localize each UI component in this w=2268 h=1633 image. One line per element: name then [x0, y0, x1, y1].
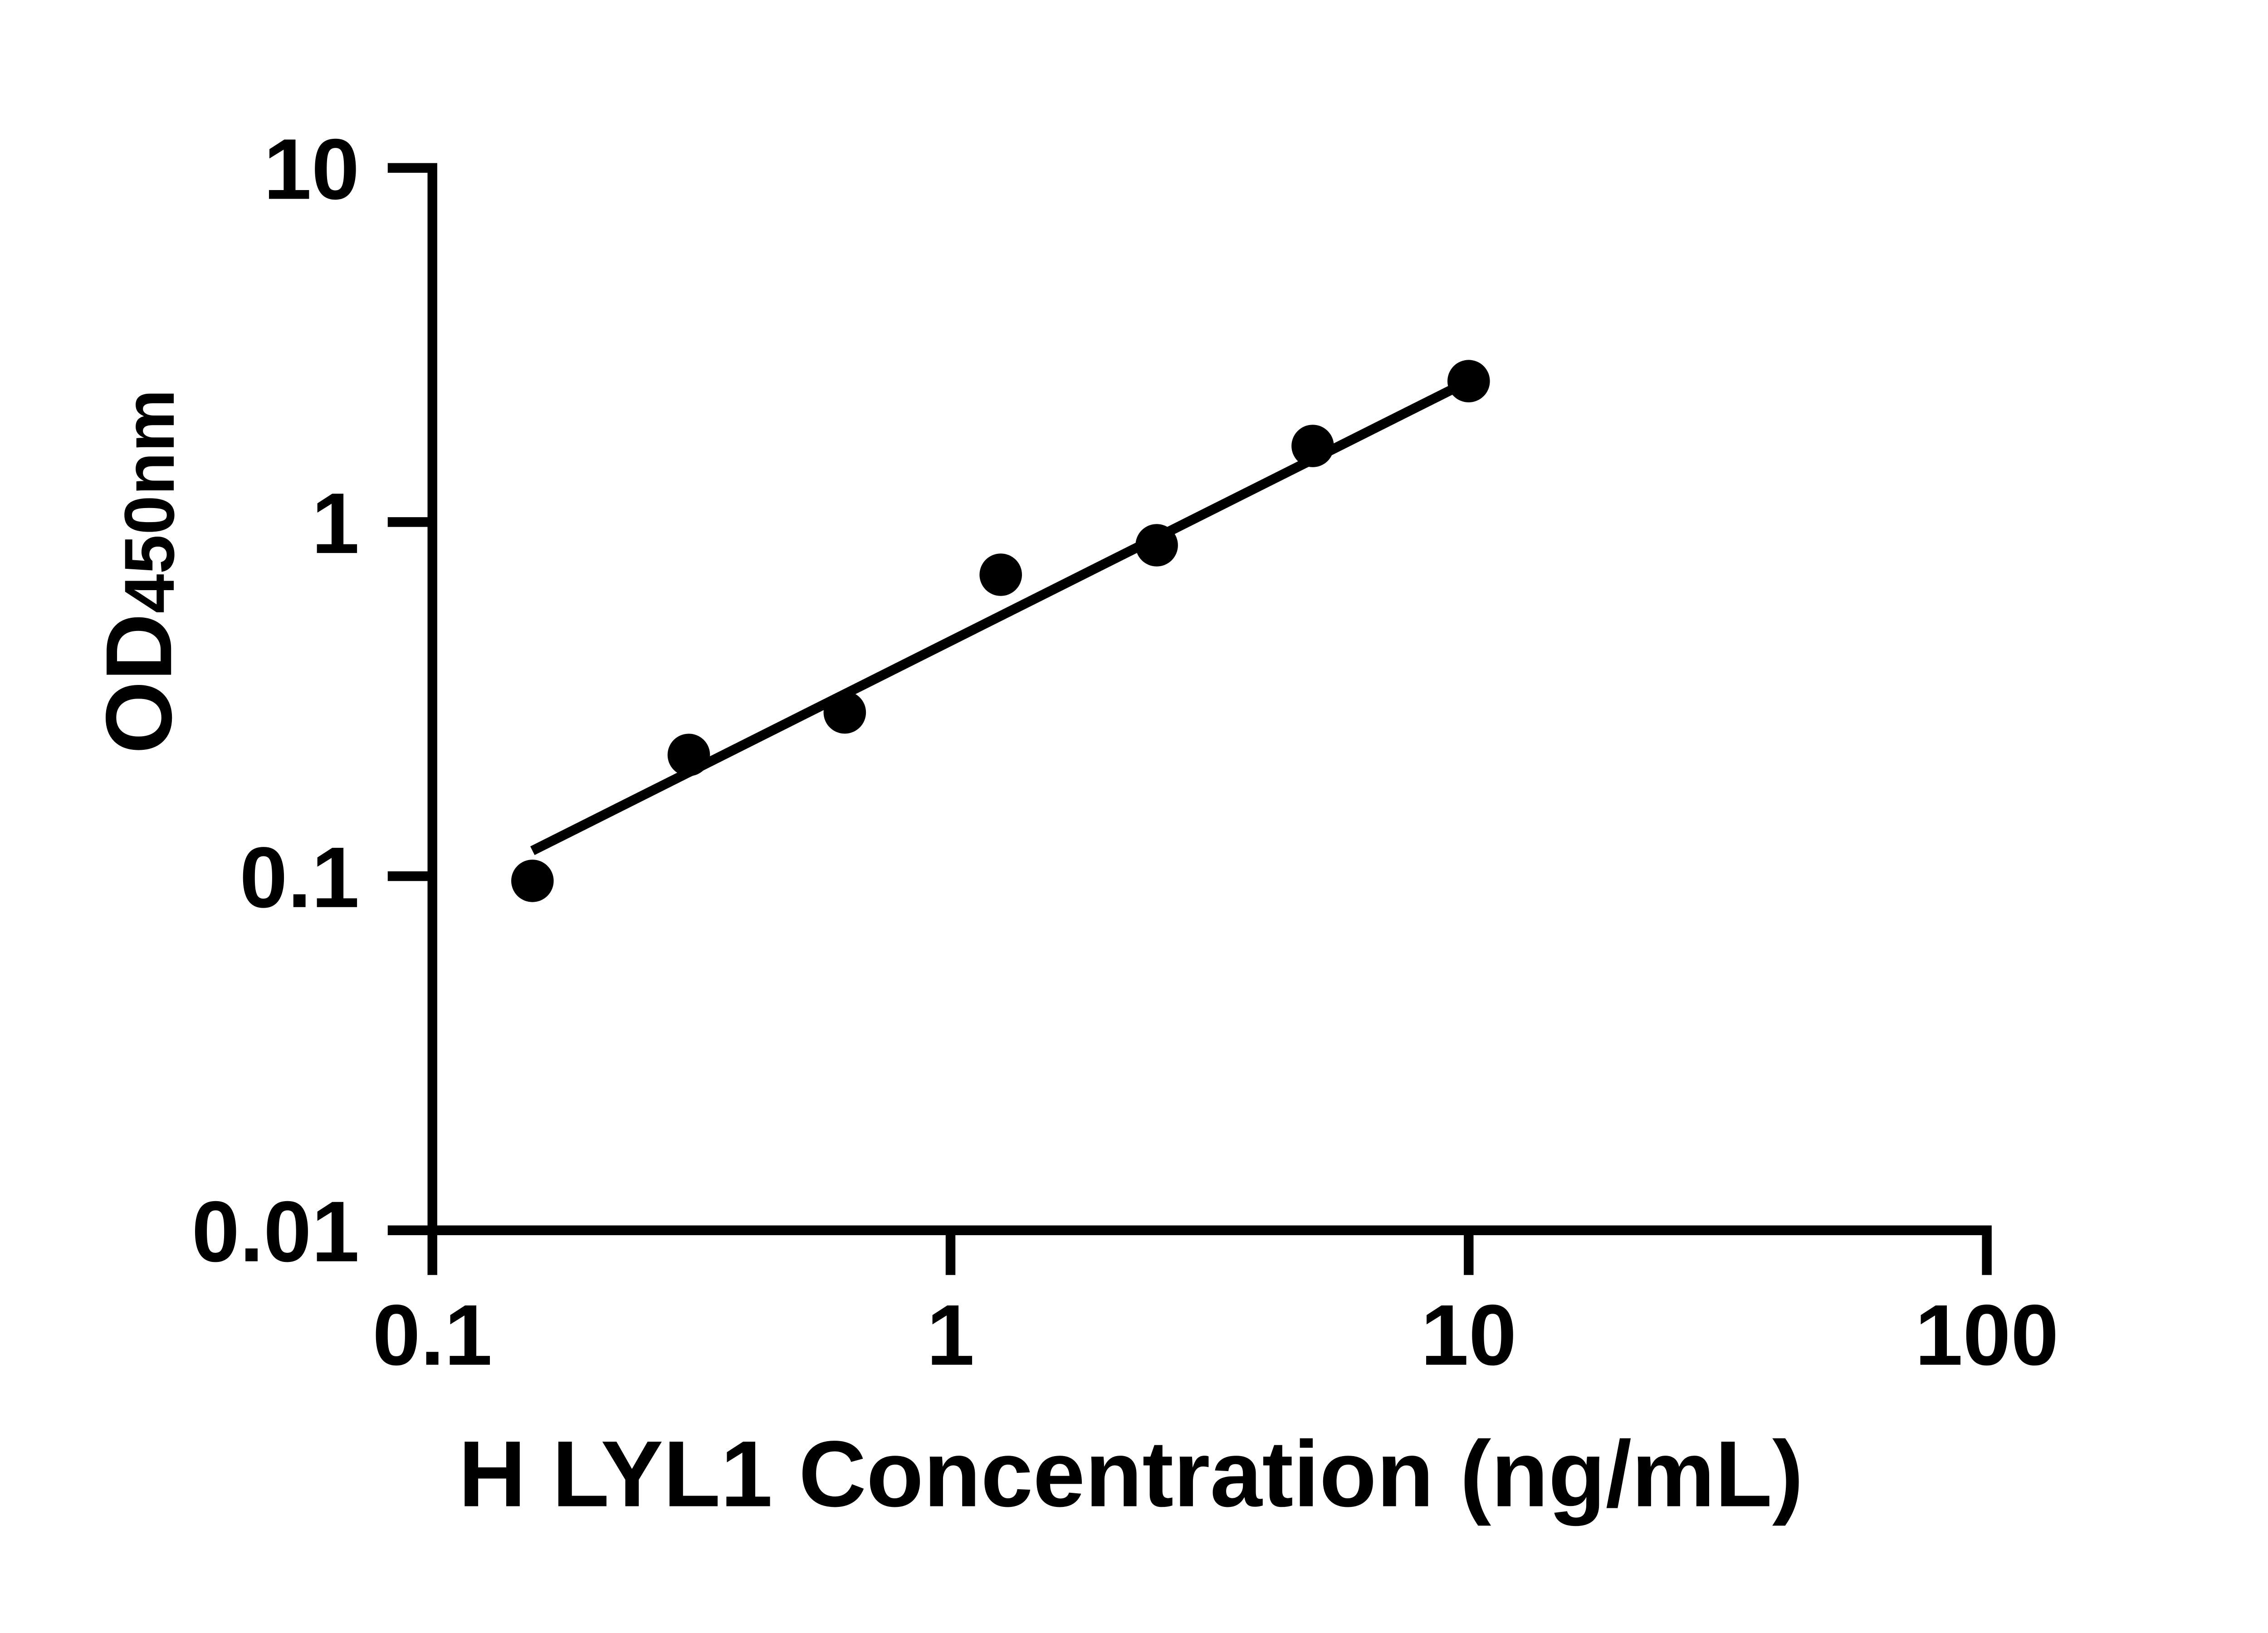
y-tick-label: 1 [312, 475, 360, 572]
data-point [511, 860, 554, 902]
data-point [823, 691, 866, 734]
x-tick-label: 100 [1915, 1287, 2059, 1384]
y-tick-label: 0.1 [240, 830, 359, 926]
y-axis-title-main: OD [86, 613, 191, 754]
data-point [979, 553, 1022, 596]
x-axis-title: H LYL1 Concentration (ng/mL) [459, 1421, 1804, 1526]
plot-background [0, 20, 2268, 1613]
x-tick-label: 1 [927, 1287, 975, 1384]
y-axis-title: OD450nm [86, 389, 191, 754]
x-tick-label: 10 [1421, 1287, 1516, 1384]
y-axis-title-subscript: 450nm [110, 389, 189, 613]
data-point [1447, 360, 1490, 402]
x-tick-label: 0.1 [372, 1287, 492, 1384]
data-point [667, 733, 710, 777]
data-point [1135, 524, 1178, 567]
y-tick-label: 10 [264, 121, 359, 217]
data-point [1291, 425, 1334, 467]
y-tick-label: 0.01 [192, 1184, 360, 1280]
